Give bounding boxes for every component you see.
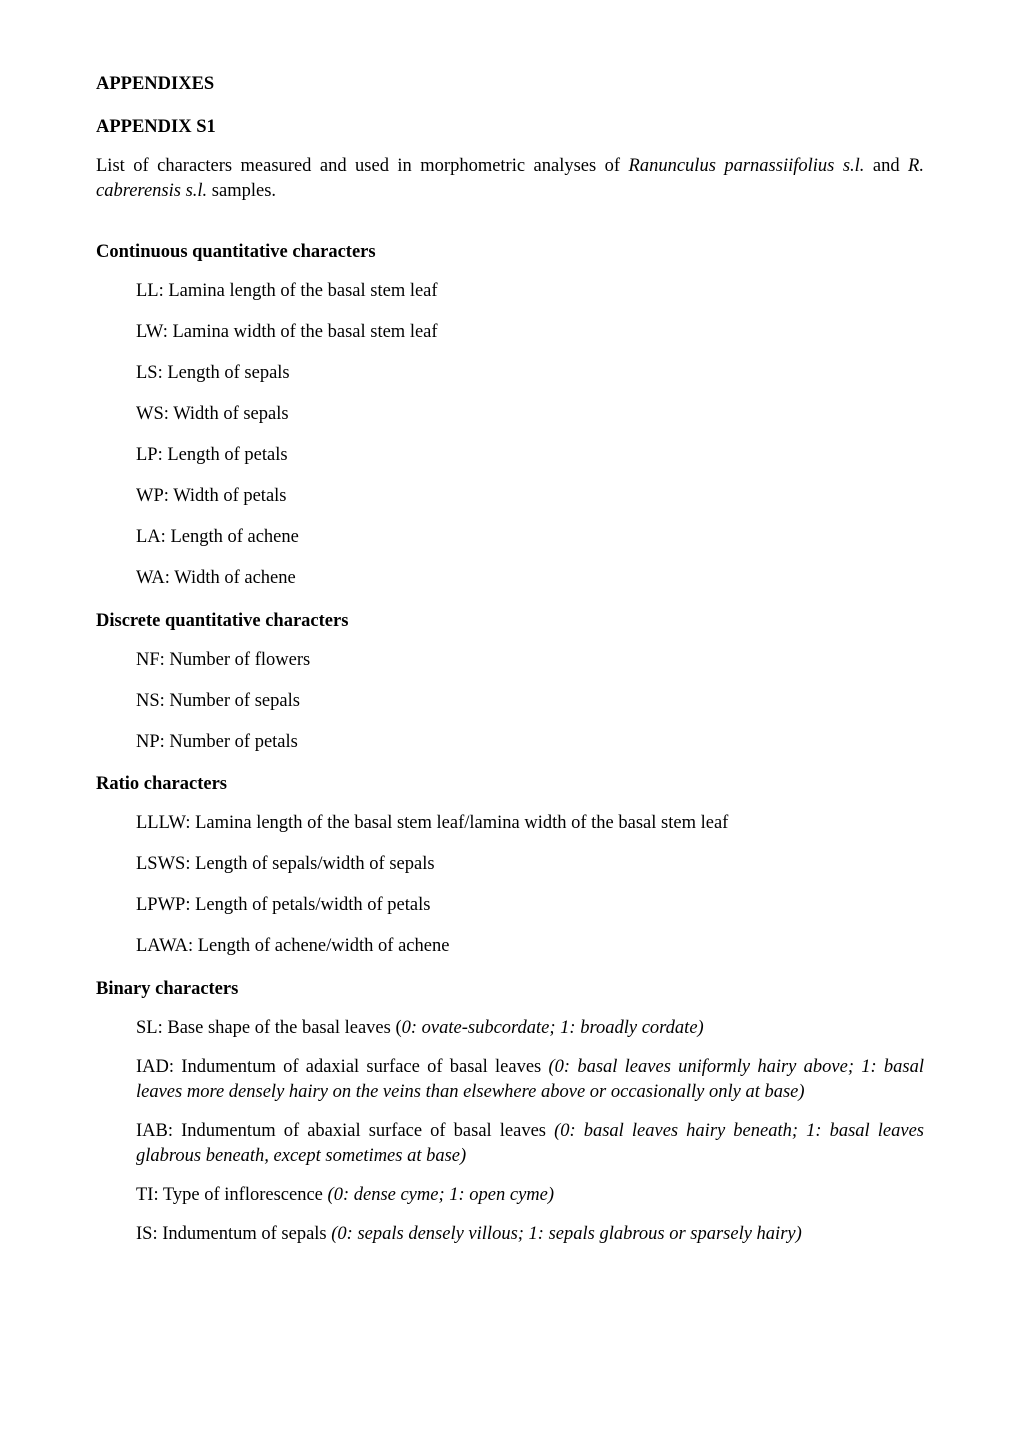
char-desc: Width of sepals bbox=[173, 404, 288, 424]
char-code: LS bbox=[136, 363, 158, 383]
char-desc: Length of sepals/width of sepals bbox=[195, 854, 434, 874]
char-code: WP bbox=[136, 486, 164, 506]
char-desc: Length of achene/width of achene bbox=[198, 936, 450, 956]
char-code: IS bbox=[136, 1224, 152, 1244]
char-item: SL: Base shape of the basal leaves (0: o… bbox=[136, 1016, 924, 1041]
char-code: NS bbox=[136, 691, 160, 711]
char-code: NP bbox=[136, 732, 160, 752]
char-desc: Lamina width of the basal stem leaf bbox=[172, 322, 437, 342]
char-item: WP: Width of petals bbox=[136, 484, 924, 509]
char-item: LS: Length of sepals bbox=[136, 361, 924, 386]
char-code: SL bbox=[136, 1018, 158, 1038]
char-desc: Number of flowers bbox=[169, 650, 310, 670]
intro-mid: and bbox=[864, 156, 908, 176]
char-desc: Number of sepals bbox=[169, 691, 300, 711]
char-code: LL bbox=[136, 281, 159, 301]
char-item: LPWP: Length of petals/width of petals bbox=[136, 893, 924, 918]
char-code: LSWS bbox=[136, 854, 185, 874]
heading-continuous: Continuous quantitative characters bbox=[96, 240, 924, 265]
intro-prefix: List of characters measured and used in … bbox=[96, 156, 629, 176]
char-code: LW bbox=[136, 322, 163, 342]
heading-binary: Binary characters bbox=[96, 977, 924, 1002]
char-item: WS: Width of sepals bbox=[136, 402, 924, 427]
char-desc: Length of petals bbox=[167, 445, 287, 465]
char-code: LA bbox=[136, 527, 161, 547]
heading-appendixes: APPENDIXES bbox=[96, 72, 924, 97]
heading-appendix-s1: APPENDIX S1 bbox=[96, 115, 924, 140]
char-desc-italic: 0: ovate-subcordate; 1: broadly cordate) bbox=[402, 1018, 704, 1038]
intro-paragraph: List of characters measured and used in … bbox=[96, 154, 924, 204]
char-item: NS: Number of sepals bbox=[136, 689, 924, 714]
char-desc-italic: (0: sepals densely villous; 1: sepals gl… bbox=[331, 1224, 802, 1244]
char-code: IAB bbox=[136, 1121, 168, 1141]
char-item: NF: Number of flowers bbox=[136, 648, 924, 673]
char-item: IAD: Indumentum of adaxial surface of ba… bbox=[136, 1055, 924, 1105]
char-desc-plain: Indumentum of adaxial surface of basal l… bbox=[181, 1057, 548, 1077]
char-desc: Width of achene bbox=[174, 568, 296, 588]
char-item: IS: Indumentum of sepals (0: sepals dens… bbox=[136, 1222, 924, 1247]
char-item: TI: Type of inflorescence (0: dense cyme… bbox=[136, 1183, 924, 1208]
char-item: LA: Length of achene bbox=[136, 525, 924, 550]
heading-discrete: Discrete quantitative characters bbox=[96, 609, 924, 634]
char-code: LAWA bbox=[136, 936, 188, 956]
char-desc: Lamina length of the basal stem leaf/lam… bbox=[195, 813, 728, 833]
char-desc-plain: Type of inflorescence bbox=[163, 1185, 328, 1205]
char-desc: Width of petals bbox=[173, 486, 286, 506]
char-desc: Number of petals bbox=[169, 732, 297, 752]
char-code: IAD bbox=[136, 1057, 169, 1077]
char-item: LLLW: Lamina length of the basal stem le… bbox=[136, 811, 924, 836]
char-item: LSWS: Length of sepals/width of sepals bbox=[136, 852, 924, 877]
char-item: LP: Length of petals bbox=[136, 443, 924, 468]
char-item: LAWA: Length of achene/width of achene bbox=[136, 934, 924, 959]
char-code: LLLW bbox=[136, 813, 185, 833]
char-desc: Length of achene bbox=[170, 527, 298, 547]
char-desc-plain: Indumentum of sepals bbox=[162, 1224, 331, 1244]
char-item: NP: Number of petals bbox=[136, 730, 924, 755]
char-item: IAB: Indumentum of abaxial surface of ba… bbox=[136, 1119, 924, 1169]
char-desc-italic: (0: dense cyme; 1: open cyme) bbox=[328, 1185, 555, 1205]
char-desc: Lamina length of the basal stem leaf bbox=[168, 281, 437, 301]
char-code: TI bbox=[136, 1185, 153, 1205]
char-code: WA bbox=[136, 568, 165, 588]
char-code: NF bbox=[136, 650, 160, 670]
char-code: WS bbox=[136, 404, 164, 424]
char-desc-plain: Indumentum of abaxial surface of basal l… bbox=[181, 1121, 554, 1141]
char-code: LPWP bbox=[136, 895, 185, 915]
heading-ratio: Ratio characters bbox=[96, 772, 924, 797]
char-item: LL: Lamina length of the basal stem leaf bbox=[136, 279, 924, 304]
char-desc: Length of petals/width of petals bbox=[195, 895, 430, 915]
char-item: LW: Lamina width of the basal stem leaf bbox=[136, 320, 924, 345]
char-desc: Length of sepals bbox=[167, 363, 289, 383]
char-item: WA: Width of achene bbox=[136, 566, 924, 591]
intro-suffix: samples. bbox=[207, 181, 276, 201]
document-page: APPENDIXES APPENDIX S1 List of character… bbox=[0, 0, 1020, 1443]
char-code: LP bbox=[136, 445, 158, 465]
intro-taxon-1: Ranunculus parnassiifolius s.l. bbox=[629, 156, 865, 176]
char-desc-plain: Base shape of the basal leaves ( bbox=[167, 1018, 401, 1038]
